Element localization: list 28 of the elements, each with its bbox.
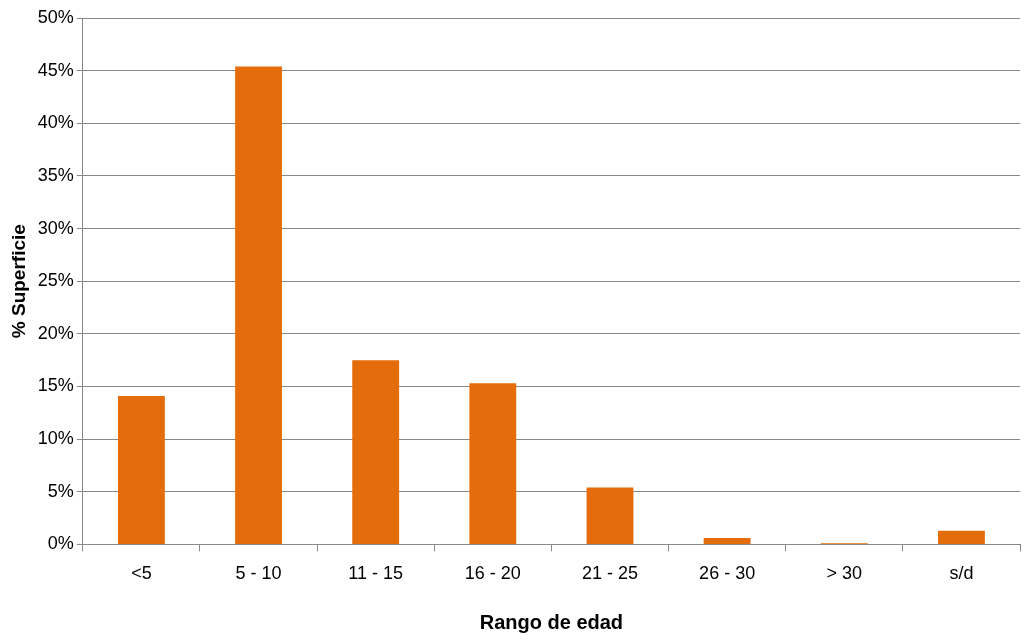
x-axis-title: Rango de edad <box>479 610 624 633</box>
y-tick-label: 5% <box>47 480 74 501</box>
y-tick-label: 50% <box>37 6 74 27</box>
y-tick-label: 0% <box>47 533 74 554</box>
y-tick-label: 35% <box>37 164 74 185</box>
x-tick-label: 26 - 30 <box>699 563 756 584</box>
x-tick-label: 11 - 15 <box>348 563 404 584</box>
bar <box>352 360 400 544</box>
x-tick-label: 5 - 10 <box>235 563 282 584</box>
y-tick-label: 20% <box>37 322 74 343</box>
y-axis-title: % Superficie <box>7 224 29 339</box>
x-tick-label: 21 - 25 <box>581 563 639 584</box>
bar <box>703 538 751 544</box>
x-tick-label: 16 - 20 <box>464 563 521 584</box>
y-tick-label: 30% <box>37 217 74 238</box>
x-tick-label: > 30 <box>826 563 863 584</box>
y-tick-label: 15% <box>37 375 74 396</box>
bar <box>117 395 165 544</box>
bar <box>586 487 634 544</box>
y-tick-label: 40% <box>37 112 74 133</box>
x-tick-label: s/d <box>949 563 974 584</box>
y-tick-label: 10% <box>37 428 74 449</box>
bar <box>469 383 517 544</box>
bar <box>938 530 985 544</box>
x-tick-label: <5 <box>131 563 152 584</box>
y-tick-label: 25% <box>37 270 74 291</box>
bar <box>235 66 282 544</box>
y-tick-label: 45% <box>37 59 74 80</box>
